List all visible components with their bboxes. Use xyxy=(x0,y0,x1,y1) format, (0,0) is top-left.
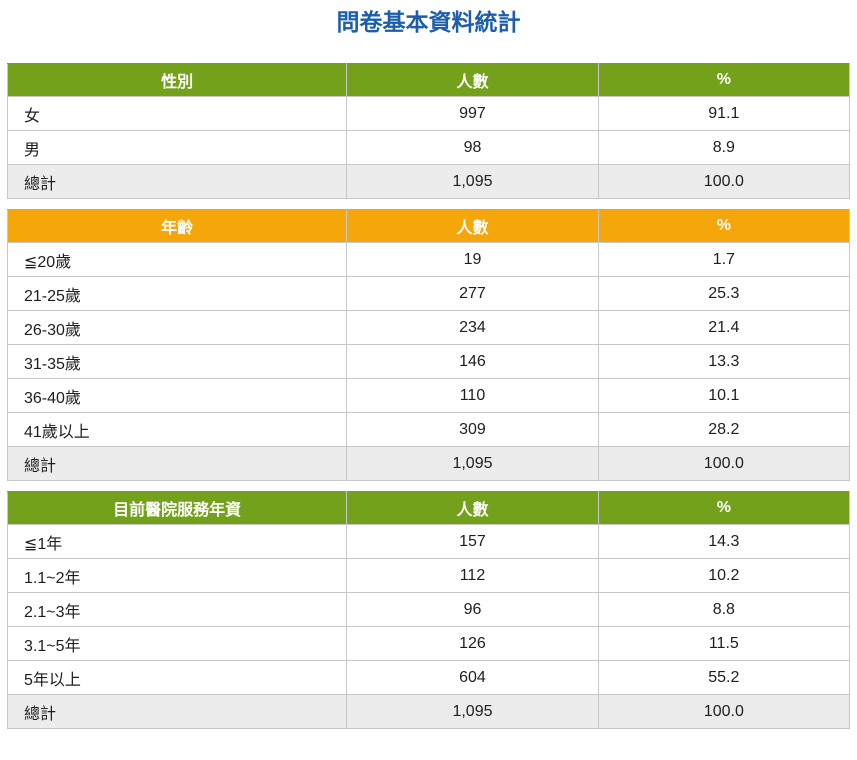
column-header: % xyxy=(597,209,851,243)
count-value: 309 xyxy=(346,412,599,447)
column-header: 人數 xyxy=(346,63,599,97)
count-value: 997 xyxy=(346,96,599,131)
count-value: 157 xyxy=(346,524,599,559)
table-row: 41歲以上 309 28.2 xyxy=(6,412,851,447)
total-row: 總計 1,095 100.0 xyxy=(6,694,851,729)
total-row: 總計 1,095 100.0 xyxy=(6,164,851,199)
percent-value: 1.7 xyxy=(597,242,851,277)
row-label: ≦20歲 xyxy=(6,242,348,277)
count-value: 146 xyxy=(346,344,599,379)
count-value: 96 xyxy=(346,592,599,627)
row-label: 41歲以上 xyxy=(6,412,348,447)
row-label: 3.1~5年 xyxy=(6,626,348,661)
tables-container: 性別 人數% 女 997 91.1 男 98 8.9 總計 1,095 100.0 年齡 人數% ≦20歲… xyxy=(0,63,857,729)
table-row: ≦1年 157 14.3 xyxy=(6,524,851,559)
stats-table-gender: 性別 人數% 女 997 91.1 男 98 8.9 總計 1,095 100.0 xyxy=(6,63,851,199)
percent-value: 13.3 xyxy=(597,344,851,379)
count-value: 277 xyxy=(346,276,599,311)
row-label: 5年以上 xyxy=(6,660,348,695)
table-row: 女 997 91.1 xyxy=(6,96,851,131)
percent-value: 11.5 xyxy=(597,626,851,661)
survey-statistics-page: 問卷基本資料統計 性別 人數% 女 997 91.1 男 98 8.9 總計 1,095 100.0… xyxy=(0,8,857,729)
percent-value: 8.9 xyxy=(597,130,851,165)
percent-value: 25.3 xyxy=(597,276,851,311)
percent-value: 100.0 xyxy=(597,164,851,199)
row-label: ≦1年 xyxy=(6,524,348,559)
table-row: 5年以上 604 55.2 xyxy=(6,660,851,695)
table-row: 2.1~3年 96 8.8 xyxy=(6,592,851,627)
column-header: % xyxy=(597,63,851,97)
percent-value: 10.1 xyxy=(597,378,851,413)
row-label: 女 xyxy=(6,96,348,131)
row-label: 1.1~2年 xyxy=(6,558,348,593)
column-header: 目前醫院服務年資 xyxy=(6,491,348,525)
table-row: 男 98 8.9 xyxy=(6,130,851,165)
row-label: 總計 xyxy=(6,446,348,481)
stats-table-hospital-service-years: 目前醫院服務年資 人數% ≦1年 157 14.3 1.1~2年 112 10.2 2.1~3年… xyxy=(6,491,851,729)
percent-value: 14.3 xyxy=(597,524,851,559)
table-row: 36-40歲 110 10.1 xyxy=(6,378,851,413)
percent-value: 28.2 xyxy=(597,412,851,447)
percent-value: 8.8 xyxy=(597,592,851,627)
count-value: 110 xyxy=(346,378,599,413)
count-value: 234 xyxy=(346,310,599,345)
header-row: 目前醫院服務年資 人數% xyxy=(6,491,851,525)
count-value: 98 xyxy=(346,130,599,165)
count-value: 126 xyxy=(346,626,599,661)
count-value: 604 xyxy=(346,660,599,695)
row-label: 36-40歲 xyxy=(6,378,348,413)
row-label: 男 xyxy=(6,130,348,165)
percent-value: 91.1 xyxy=(597,96,851,131)
column-header: % xyxy=(597,491,851,525)
count-value: 19 xyxy=(346,242,599,277)
count-value: 112 xyxy=(346,558,599,593)
header-row: 年齡 人數% xyxy=(6,209,851,243)
count-value: 1,095 xyxy=(346,694,599,729)
row-label: 26-30歲 xyxy=(6,310,348,345)
total-row: 總計 1,095 100.0 xyxy=(6,446,851,481)
percent-value: 100.0 xyxy=(597,446,851,481)
table-row: 21-25歲 277 25.3 xyxy=(6,276,851,311)
row-label: 31-35歲 xyxy=(6,344,348,379)
percent-value: 21.4 xyxy=(597,310,851,345)
row-label: 2.1~3年 xyxy=(6,592,348,627)
table-row: 3.1~5年 126 11.5 xyxy=(6,626,851,661)
percent-value: 10.2 xyxy=(597,558,851,593)
row-label: 21-25歲 xyxy=(6,276,348,311)
column-header: 人數 xyxy=(346,491,599,525)
header-row: 性別 人數% xyxy=(6,63,851,97)
column-header: 人數 xyxy=(346,209,599,243)
row-label: 總計 xyxy=(6,164,348,199)
column-header: 性別 xyxy=(6,63,348,97)
table-row: 31-35歲 146 13.3 xyxy=(6,344,851,379)
count-value: 1,095 xyxy=(346,446,599,481)
stats-table-age: 年齡 人數% ≦20歲 19 1.7 21-25歲 277 25.3 26-30歲 234 21.4… xyxy=(6,209,851,481)
percent-value: 55.2 xyxy=(597,660,851,695)
column-header: 年齡 xyxy=(6,209,348,243)
page-title: 問卷基本資料統計 xyxy=(336,9,521,35)
count-value: 1,095 xyxy=(346,164,599,199)
table-row: ≦20歲 19 1.7 xyxy=(6,242,851,277)
row-label: 總計 xyxy=(6,694,348,729)
table-row: 26-30歲 234 21.4 xyxy=(6,310,851,345)
percent-value: 100.0 xyxy=(597,694,851,729)
table-row: 1.1~2年 112 10.2 xyxy=(6,558,851,593)
